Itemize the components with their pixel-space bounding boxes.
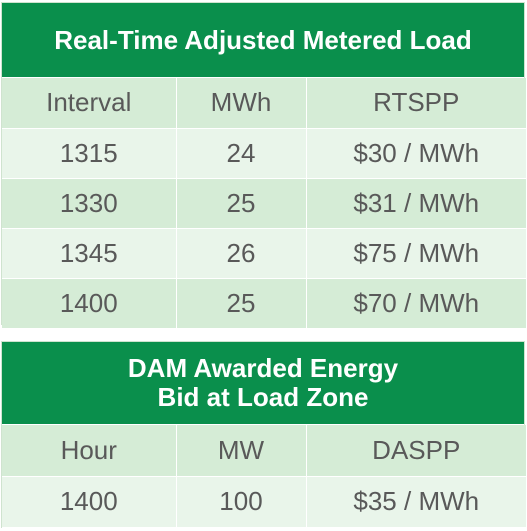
header-daspp: DASPP <box>306 425 526 476</box>
mwh-cell: 25 <box>176 178 306 228</box>
header-hour: Hour <box>2 425 176 476</box>
rtspp-cell: $70 / MWh <box>306 278 526 328</box>
dam-awarded-energy-table: DAM Awarded Energy Bid at Load Zone Hour… <box>1 341 525 528</box>
realtime-table-grid: Interval MWh RTSPP 1315 24 $30 / MWh 133… <box>2 78 526 329</box>
realtime-header-row: Interval MWh RTSPP <box>2 78 526 128</box>
mwh-cell: 25 <box>176 278 306 328</box>
mwh-cell: 26 <box>176 228 306 278</box>
rtspp-cell: $31 / MWh <box>306 178 526 228</box>
header-rtspp: RTSPP <box>306 78 526 128</box>
dam-title-line1: DAM Awarded Energy <box>2 354 524 383</box>
header-mw: MW <box>176 425 306 476</box>
interval-cell: 1400 <box>2 278 176 328</box>
rtspp-cell: $75 / MWh <box>306 228 526 278</box>
dam-header-row: Hour MW DASPP <box>2 425 526 476</box>
header-mwh: MWh <box>176 78 306 128</box>
mwh-cell: 24 <box>176 128 306 178</box>
table-row: 1400 25 $70 / MWh <box>2 278 526 328</box>
dam-table-grid: Hour MW DASPP 1400 100 $35 / MWh <box>2 425 526 528</box>
daspp-cell: $35 / MWh <box>306 476 526 527</box>
interval-cell: 1345 <box>2 228 176 278</box>
header-interval: Interval <box>2 78 176 128</box>
interval-cell: 1315 <box>2 128 176 178</box>
table-row: 1345 26 $75 / MWh <box>2 228 526 278</box>
interval-cell: 1330 <box>2 178 176 228</box>
mw-cell: 100 <box>176 476 306 527</box>
dam-table-title: DAM Awarded Energy Bid at Load Zone <box>2 342 524 425</box>
table-row: 1400 100 $35 / MWh <box>2 476 526 527</box>
table-row: 1330 25 $31 / MWh <box>2 178 526 228</box>
rtspp-cell: $30 / MWh <box>306 128 526 178</box>
realtime-table-title: Real-Time Adjusted Metered Load <box>2 3 524 78</box>
table-row: 1315 24 $30 / MWh <box>2 128 526 178</box>
dam-title-line2: Bid at Load Zone <box>2 383 524 412</box>
realtime-metered-load-table: Real-Time Adjusted Metered Load Interval… <box>1 2 525 325</box>
hour-cell: 1400 <box>2 476 176 527</box>
